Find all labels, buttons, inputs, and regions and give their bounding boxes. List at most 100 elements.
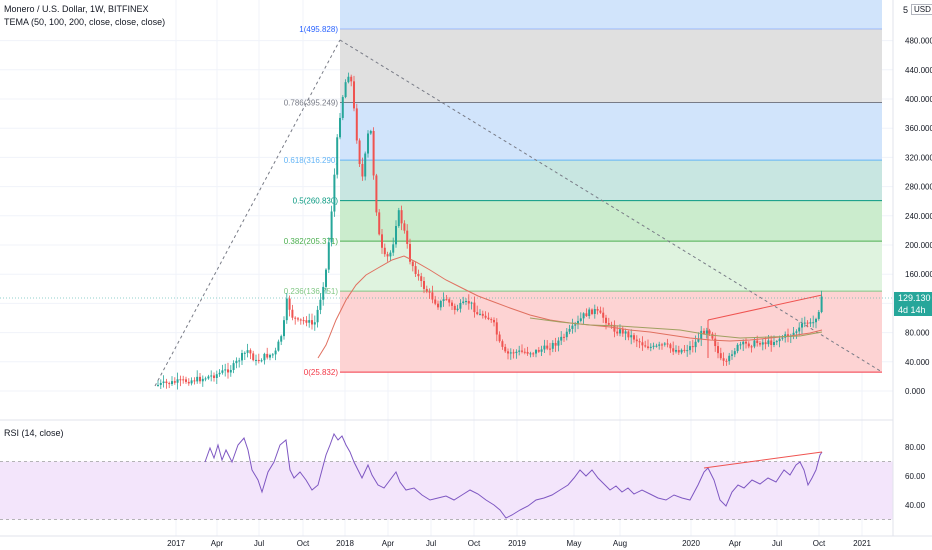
- candle-body: [714, 338, 717, 347]
- candle-body: [809, 322, 812, 324]
- candle-body: [204, 378, 207, 380]
- candle-body: [201, 378, 204, 382]
- candle-body: [179, 379, 182, 381]
- candle-body: [526, 351, 529, 354]
- last-price-tag: 129.130: [894, 292, 932, 304]
- candle-body: [327, 242, 330, 270]
- scale-icon[interactable]: 5: [903, 5, 909, 15]
- candle-body: [591, 309, 593, 314]
- candle-body: [649, 346, 652, 348]
- candle-body: [661, 344, 663, 346]
- candle-body: [549, 348, 551, 350]
- candle-body: [159, 382, 162, 385]
- time-tick-label: 2018: [336, 539, 354, 548]
- fib-zone: [340, 241, 882, 292]
- candle-body: [252, 353, 255, 361]
- candle-body: [641, 342, 644, 346]
- candle-body: [495, 322, 498, 335]
- candle-body: [563, 336, 565, 338]
- candle-body: [599, 310, 602, 313]
- candle-body: [392, 244, 395, 253]
- candle-body: [434, 299, 437, 304]
- price-tick-label: 320.000: [905, 153, 932, 162]
- candle-body: [232, 363, 235, 370]
- candle-body: [795, 331, 798, 333]
- candle-body: [313, 322, 316, 325]
- candle-body: [439, 301, 442, 308]
- candle-body: [355, 108, 358, 141]
- candle-body: [294, 317, 297, 319]
- candle-body: [725, 360, 728, 362]
- candle-body: [227, 369, 229, 373]
- candle-body: [476, 312, 479, 315]
- candle-body: [305, 320, 308, 323]
- candle-body: [518, 350, 521, 352]
- fib-level-label: 0.236(136.751): [284, 287, 339, 296]
- currency-badge[interactable]: USD: [911, 4, 932, 15]
- time-axis[interactable]: 2017 Apr Jul Oct 2018 Apr Jul Oct 2019 May Aug 2020…: [0, 535, 932, 548]
- candle-body: [481, 313, 484, 316]
- candle-body: [521, 350, 523, 352]
- candle-body: [490, 319, 493, 321]
- candle-body: [574, 324, 577, 326]
- price-tick-label: 240.000: [905, 212, 932, 221]
- candle-body: [666, 343, 669, 345]
- symbol-legend[interactable]: Monero / U.S. Dollar, 1W, BITFINEX: [4, 4, 149, 14]
- candle-body: [778, 338, 781, 342]
- candle-body: [613, 324, 616, 332]
- candle-body: [739, 344, 742, 346]
- candle-body: [266, 353, 269, 358]
- candle-body: [400, 210, 403, 224]
- candle-body: [299, 319, 302, 321]
- candle-body: [375, 175, 378, 213]
- candle-body: [425, 288, 428, 292]
- candle-body: [162, 381, 165, 383]
- candle-body: [537, 350, 540, 352]
- candle-body: [806, 322, 809, 324]
- candle-body: [171, 381, 173, 385]
- candle-body: [316, 309, 319, 323]
- candle-body: [210, 375, 213, 377]
- candle-body: [602, 312, 605, 318]
- candle-body: [607, 323, 610, 325]
- rsi-legend[interactable]: RSI (14, close): [4, 428, 64, 438]
- candle-body: [554, 342, 557, 346]
- price-tick-label: 480.000: [905, 37, 932, 46]
- candle-body: [411, 261, 414, 267]
- time-tick-label: May: [566, 539, 581, 548]
- candle-body: [453, 305, 456, 310]
- candle-body: [619, 329, 621, 334]
- candle-body: [344, 82, 347, 98]
- time-tick-label: 2017: [167, 539, 185, 548]
- candle-body: [215, 374, 218, 378]
- candle-body: [750, 346, 753, 348]
- candle-body: [484, 315, 487, 318]
- price-tick-label: 400.000: [905, 95, 932, 104]
- candle-body: [630, 335, 633, 338]
- candle-body: [529, 353, 532, 355]
- candle-body: [532, 353, 535, 355]
- candle-body: [635, 339, 638, 342]
- candle-body: [378, 212, 381, 235]
- candle-body: [437, 303, 439, 308]
- candle-body: [792, 332, 795, 336]
- candle-body: [644, 345, 647, 347]
- candle-body: [238, 360, 241, 362]
- candle-body: [249, 350, 252, 354]
- candle-body: [493, 319, 495, 323]
- fib-zone: [340, 29, 882, 103]
- candle-body: [302, 320, 305, 322]
- time-tick-label: Apr: [211, 539, 224, 548]
- price-axis[interactable]: 0.00040.00080.000120.000160.000200.00024…: [892, 0, 932, 536]
- candle-body: [448, 299, 451, 303]
- candle-body: [579, 318, 582, 321]
- candle-body: [638, 341, 641, 343]
- candle-body: [311, 320, 313, 325]
- candle-body: [694, 341, 697, 348]
- indicator-legend[interactable]: TEMA (50, 100, 200, close, close, close): [4, 17, 166, 27]
- candle-body: [339, 117, 341, 138]
- time-tick-label: Apr: [729, 539, 742, 548]
- candle-body: [546, 345, 549, 349]
- rsi-pane: 40.00 60.00 80.00: [0, 419, 926, 536]
- candle-body: [243, 352, 246, 354]
